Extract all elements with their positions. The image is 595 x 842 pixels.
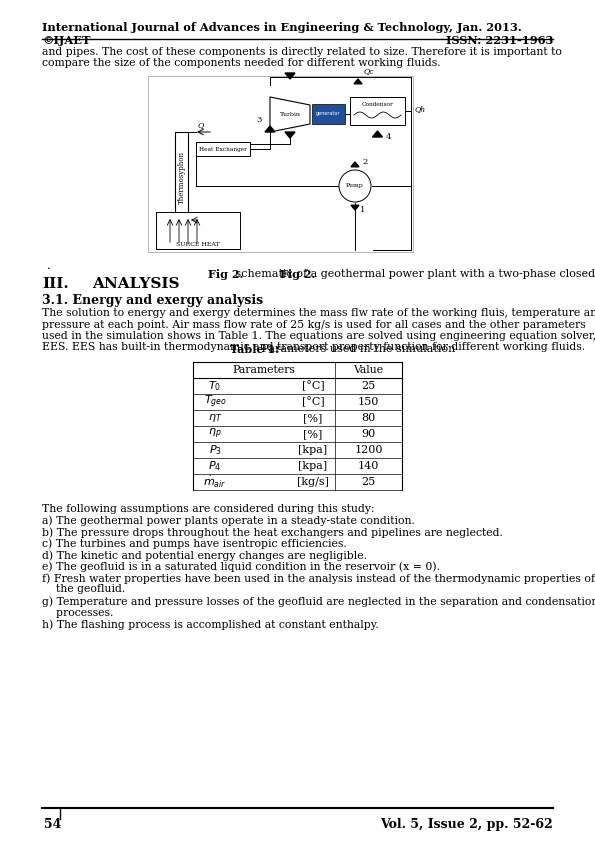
Text: a) The geothermal power plants operate in a steady-state condition.: a) The geothermal power plants operate i…	[42, 515, 415, 526]
Text: the geofluid.: the geofluid.	[42, 584, 126, 594]
Text: [°C]: [°C]	[302, 397, 324, 408]
Text: The solution to energy and exergy determines the mass flw rate of the working fl: The solution to energy and exergy determ…	[42, 308, 595, 318]
Text: 90: 90	[361, 429, 375, 439]
Text: 150: 150	[358, 397, 379, 407]
Bar	[312, 104, 345, 124]
Text: 4: 4	[386, 133, 391, 141]
Text: e) The geofluid is in a saturated liquid condition in the reservoir (x = 0).: e) The geofluid is in a saturated liquid…	[42, 562, 440, 572]
Text: 2: 2	[362, 158, 367, 166]
Text: [°C]: [°C]	[302, 381, 324, 392]
Text: f) Fresh water properties have been used in the analysis instead of the thermody: f) Fresh water properties have been used…	[42, 573, 595, 584]
Text: ©IJAET: ©IJAET	[42, 35, 90, 46]
Text: 25: 25	[361, 477, 375, 487]
Text: [kpa]: [kpa]	[298, 461, 328, 471]
Text: used in the simulation shows in Table 1. The equations are solved using engineer: used in the simulation shows in Table 1.…	[42, 331, 595, 341]
Text: Parameters: Parameters	[233, 365, 296, 375]
Text: International Journal of Advances in Engineering & Technology, Jan. 2013.: International Journal of Advances in Eng…	[42, 22, 522, 33]
Text: Vol. 5, Issue 2, pp. 52-62: Vol. 5, Issue 2, pp. 52-62	[380, 818, 553, 831]
Circle shape	[339, 170, 371, 202]
Text: Qh: Qh	[415, 105, 426, 113]
Text: h) The flashing process is accomplished at constant enthalpy.: h) The flashing process is accomplished …	[42, 619, 379, 630]
Text: $P_4$: $P_4$	[208, 459, 221, 473]
Text: SURCE HEAT: SURCE HEAT	[176, 242, 220, 247]
Text: Fig 2.: Fig 2.	[280, 269, 315, 280]
Polygon shape	[265, 126, 275, 132]
Text: $T_{geo}$: $T_{geo}$	[203, 394, 227, 410]
Text: $P_3$: $P_3$	[208, 443, 221, 457]
Text: $\eta_p$: $\eta_p$	[208, 427, 222, 441]
Text: .: .	[47, 261, 51, 271]
Text: b) The pressure drops throughout the heat exchangers and pipelines are neglected: b) The pressure drops throughout the hea…	[42, 527, 503, 537]
Polygon shape	[372, 131, 383, 137]
Text: [%]: [%]	[303, 413, 322, 423]
Text: c) The turbines and pumps have isentropic efficiencies.: c) The turbines and pumps have isentropi…	[42, 539, 347, 549]
Text: 3.1. Energy and exergy analysis: 3.1. Energy and exergy analysis	[42, 294, 263, 307]
Text: $\eta_T$: $\eta_T$	[208, 412, 222, 424]
Text: and pipes. The cost of these components is directly related to size. Therefore i: and pipes. The cost of these components …	[42, 47, 562, 57]
Text: Q: Q	[198, 121, 204, 129]
Text: 3: 3	[256, 116, 262, 124]
Text: compare the size of the components needed for different working fluids.: compare the size of the components neede…	[42, 58, 441, 68]
Text: schematic of a geothermal power plant with a two-phase closed thermosyphon: schematic of a geothermal power plant wi…	[231, 269, 595, 279]
Text: [kpa]: [kpa]	[298, 445, 328, 455]
Text: processes.: processes.	[42, 607, 114, 617]
Text: Heat Exchanger: Heat Exchanger	[199, 147, 247, 152]
Text: [kg/s]: [kg/s]	[297, 477, 329, 487]
Text: Parameters used in the simulation: Parameters used in the simulation	[258, 344, 455, 354]
Bar	[175, 132, 188, 228]
Text: Qc: Qc	[364, 67, 374, 75]
Text: III.: III.	[42, 277, 69, 291]
Polygon shape	[270, 97, 310, 132]
Text: $T_0$: $T_0$	[208, 379, 221, 393]
Polygon shape	[351, 205, 359, 210]
Text: 25: 25	[361, 381, 375, 391]
Text: 80: 80	[361, 413, 375, 423]
Text: pressure at each point. Air mass flow rate of 25 kg/s is used for all cases and : pressure at each point. Air mass flow ra…	[42, 319, 585, 329]
Text: Condensor: Condensor	[362, 102, 393, 107]
Polygon shape	[351, 162, 359, 167]
Text: Table 1:: Table 1:	[230, 344, 278, 355]
Bar	[196, 142, 250, 156]
Text: 54: 54	[44, 818, 61, 831]
Text: EES. EES has built-in thermodynamic and transport property function for differen: EES. EES has built-in thermodynamic and …	[42, 343, 585, 353]
Text: ANALYSIS: ANALYSIS	[92, 277, 180, 291]
Text: 1200: 1200	[354, 445, 383, 455]
Bar	[148, 76, 413, 252]
Text: g) Temperature and pressure losses of the geofluid are neglected in the separati: g) Temperature and pressure losses of th…	[42, 596, 595, 606]
Text: The following assumptions are considered during this study:: The following assumptions are considered…	[42, 504, 375, 514]
Text: 1: 1	[360, 206, 365, 214]
Text: Thermosyphon: Thermosyphon	[177, 152, 186, 205]
Text: [%]: [%]	[303, 429, 322, 439]
Polygon shape	[285, 73, 295, 79]
Text: Pump: Pump	[346, 184, 364, 189]
Bar	[156, 212, 240, 249]
Bar	[350, 97, 405, 125]
Polygon shape	[285, 132, 295, 138]
Text: generator: generator	[317, 111, 341, 116]
Text: d) The kinetic and potential energy changes are negligible.: d) The kinetic and potential energy chan…	[42, 550, 367, 561]
Text: $\dot{m}_{air}$: $\dot{m}_{air}$	[203, 474, 227, 489]
Text: Value: Value	[353, 365, 384, 375]
Polygon shape	[354, 79, 362, 84]
Text: Turbin: Turbin	[280, 112, 300, 117]
Text: Fig 2.: Fig 2.	[208, 269, 243, 280]
Text: ISSN: 2231-1963: ISSN: 2231-1963	[446, 35, 553, 46]
Text: 140: 140	[358, 461, 379, 471]
